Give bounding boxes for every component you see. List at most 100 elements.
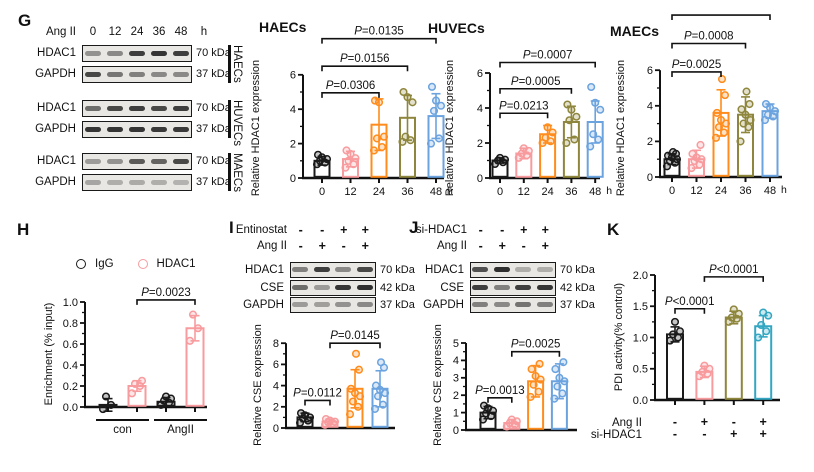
blot-condition-value: + <box>361 223 369 237</box>
p-value-label: P=0.0007 <box>523 50 573 62</box>
blot-protein-label: CSE <box>440 282 464 294</box>
significance-bracket <box>329 342 381 349</box>
data-point <box>717 75 727 84</box>
p-value-label: P=0.0306 <box>326 80 376 92</box>
blot-condition-value: - <box>298 223 303 237</box>
y-tick-label: 2 <box>647 136 653 148</box>
blot-box <box>470 262 556 278</box>
y-tick-label: 0 <box>477 173 483 185</box>
bar <box>724 316 743 400</box>
legend-label-igg: IgG <box>95 258 114 270</box>
condition-value: + <box>730 427 737 441</box>
data-point <box>757 320 766 330</box>
data-point <box>372 134 382 143</box>
blot-kda-label: 42 kDa <box>380 282 415 294</box>
cell-line-divider <box>228 100 231 138</box>
condition-value: - <box>673 415 677 429</box>
western-blot-panel-i: Entinostat - - + + Ang II - + - + HDAC1 70 kDa CSE 42… <box>230 218 417 318</box>
blot-band <box>493 285 510 290</box>
blot-band <box>128 105 145 111</box>
blot-band <box>106 71 123 77</box>
significance-bracket <box>304 399 331 406</box>
blot-band <box>172 158 189 164</box>
blot-kda-label: 70 kDa <box>196 47 231 59</box>
significance-bracket <box>499 61 596 68</box>
significance-bracket <box>671 14 771 21</box>
chart-cse-sihdac1: 0 1 2 3 4 5 P=0.0013 P=0.0025 <box>422 325 597 440</box>
data-point <box>763 110 773 119</box>
blot-band <box>106 179 123 185</box>
significance-bracket <box>487 397 513 403</box>
condition-value: - <box>673 427 677 441</box>
x-axis-suffix: h <box>447 185 453 197</box>
data-point <box>321 414 331 424</box>
data-point <box>427 82 437 91</box>
blot-band <box>515 267 532 272</box>
blot-band <box>106 105 123 111</box>
data-point <box>344 156 353 165</box>
blot-header-value: 24 <box>130 26 144 38</box>
y-tick-label: 2 <box>290 138 296 150</box>
data-point <box>535 359 544 368</box>
y-tick-label: 4 <box>453 355 459 367</box>
data-point <box>587 82 596 92</box>
blot-box <box>290 280 376 296</box>
panel-label-k: K <box>607 220 620 239</box>
x-tick-label: 0 <box>319 186 325 198</box>
data-point <box>534 387 543 396</box>
blot-kda-label: 37 kDa <box>196 123 231 135</box>
blot-condition-value: + <box>541 223 549 237</box>
x-axis-suffix: h <box>781 184 787 196</box>
blot-band <box>313 302 330 307</box>
data-point <box>371 381 381 390</box>
y-tick-label: 2 <box>273 402 279 414</box>
blot-protein-label: HDAC1 <box>425 264 464 276</box>
data-point <box>376 358 386 367</box>
data-point <box>431 96 441 105</box>
x-tick-label: 36 <box>401 186 413 198</box>
blot-condition-value: + <box>361 239 369 253</box>
data-point <box>543 123 552 132</box>
cell-line-divider <box>228 45 231 83</box>
blot-band <box>536 285 553 290</box>
y-tick-label: 1.0 <box>63 297 78 309</box>
blot-band <box>536 267 553 272</box>
blot-band <box>84 158 101 164</box>
blot-kda-label: 70 kDa <box>196 102 231 114</box>
data-point <box>351 154 360 163</box>
x-tick-label: 48 <box>764 185 776 197</box>
data-point <box>377 142 387 152</box>
blot-box <box>82 45 192 62</box>
p-value-label: P=0.0135 <box>354 26 404 38</box>
data-point <box>296 409 306 418</box>
blot-kda-label: 37 kDa <box>196 176 231 188</box>
data-point <box>565 116 574 125</box>
data-point <box>563 100 572 109</box>
blot-box <box>82 121 192 138</box>
y-tick-label: 3 <box>453 373 459 385</box>
blot-protein-label: GAPDH <box>423 299 464 311</box>
x-tick-label: 0 <box>669 185 675 197</box>
panel-label-h: H <box>17 220 30 239</box>
data-point <box>551 365 560 374</box>
data-point <box>687 164 696 173</box>
blot-band <box>84 126 101 132</box>
blot-band <box>150 105 167 111</box>
y-tick-label: 0.4 <box>63 360 78 372</box>
blot-condition-label: Ang II <box>256 240 287 252</box>
data-point <box>555 373 564 382</box>
p-value-label: P=0.0156 <box>340 53 390 65</box>
data-point <box>351 349 361 358</box>
blot-condition-label: si-HDAC1 <box>415 224 467 236</box>
legend-item-igg: IgG <box>76 258 114 270</box>
y-tick-label: 0 <box>273 423 279 435</box>
blot-band <box>292 302 309 307</box>
data-point <box>531 372 540 381</box>
data-point <box>370 96 380 105</box>
data-point <box>558 389 567 398</box>
blot-band <box>106 50 123 56</box>
y-tick-label: 0 <box>290 173 296 185</box>
blot-protein-label: GAPDH <box>35 176 76 188</box>
p-value-label: P=0.0008 <box>684 31 734 43</box>
